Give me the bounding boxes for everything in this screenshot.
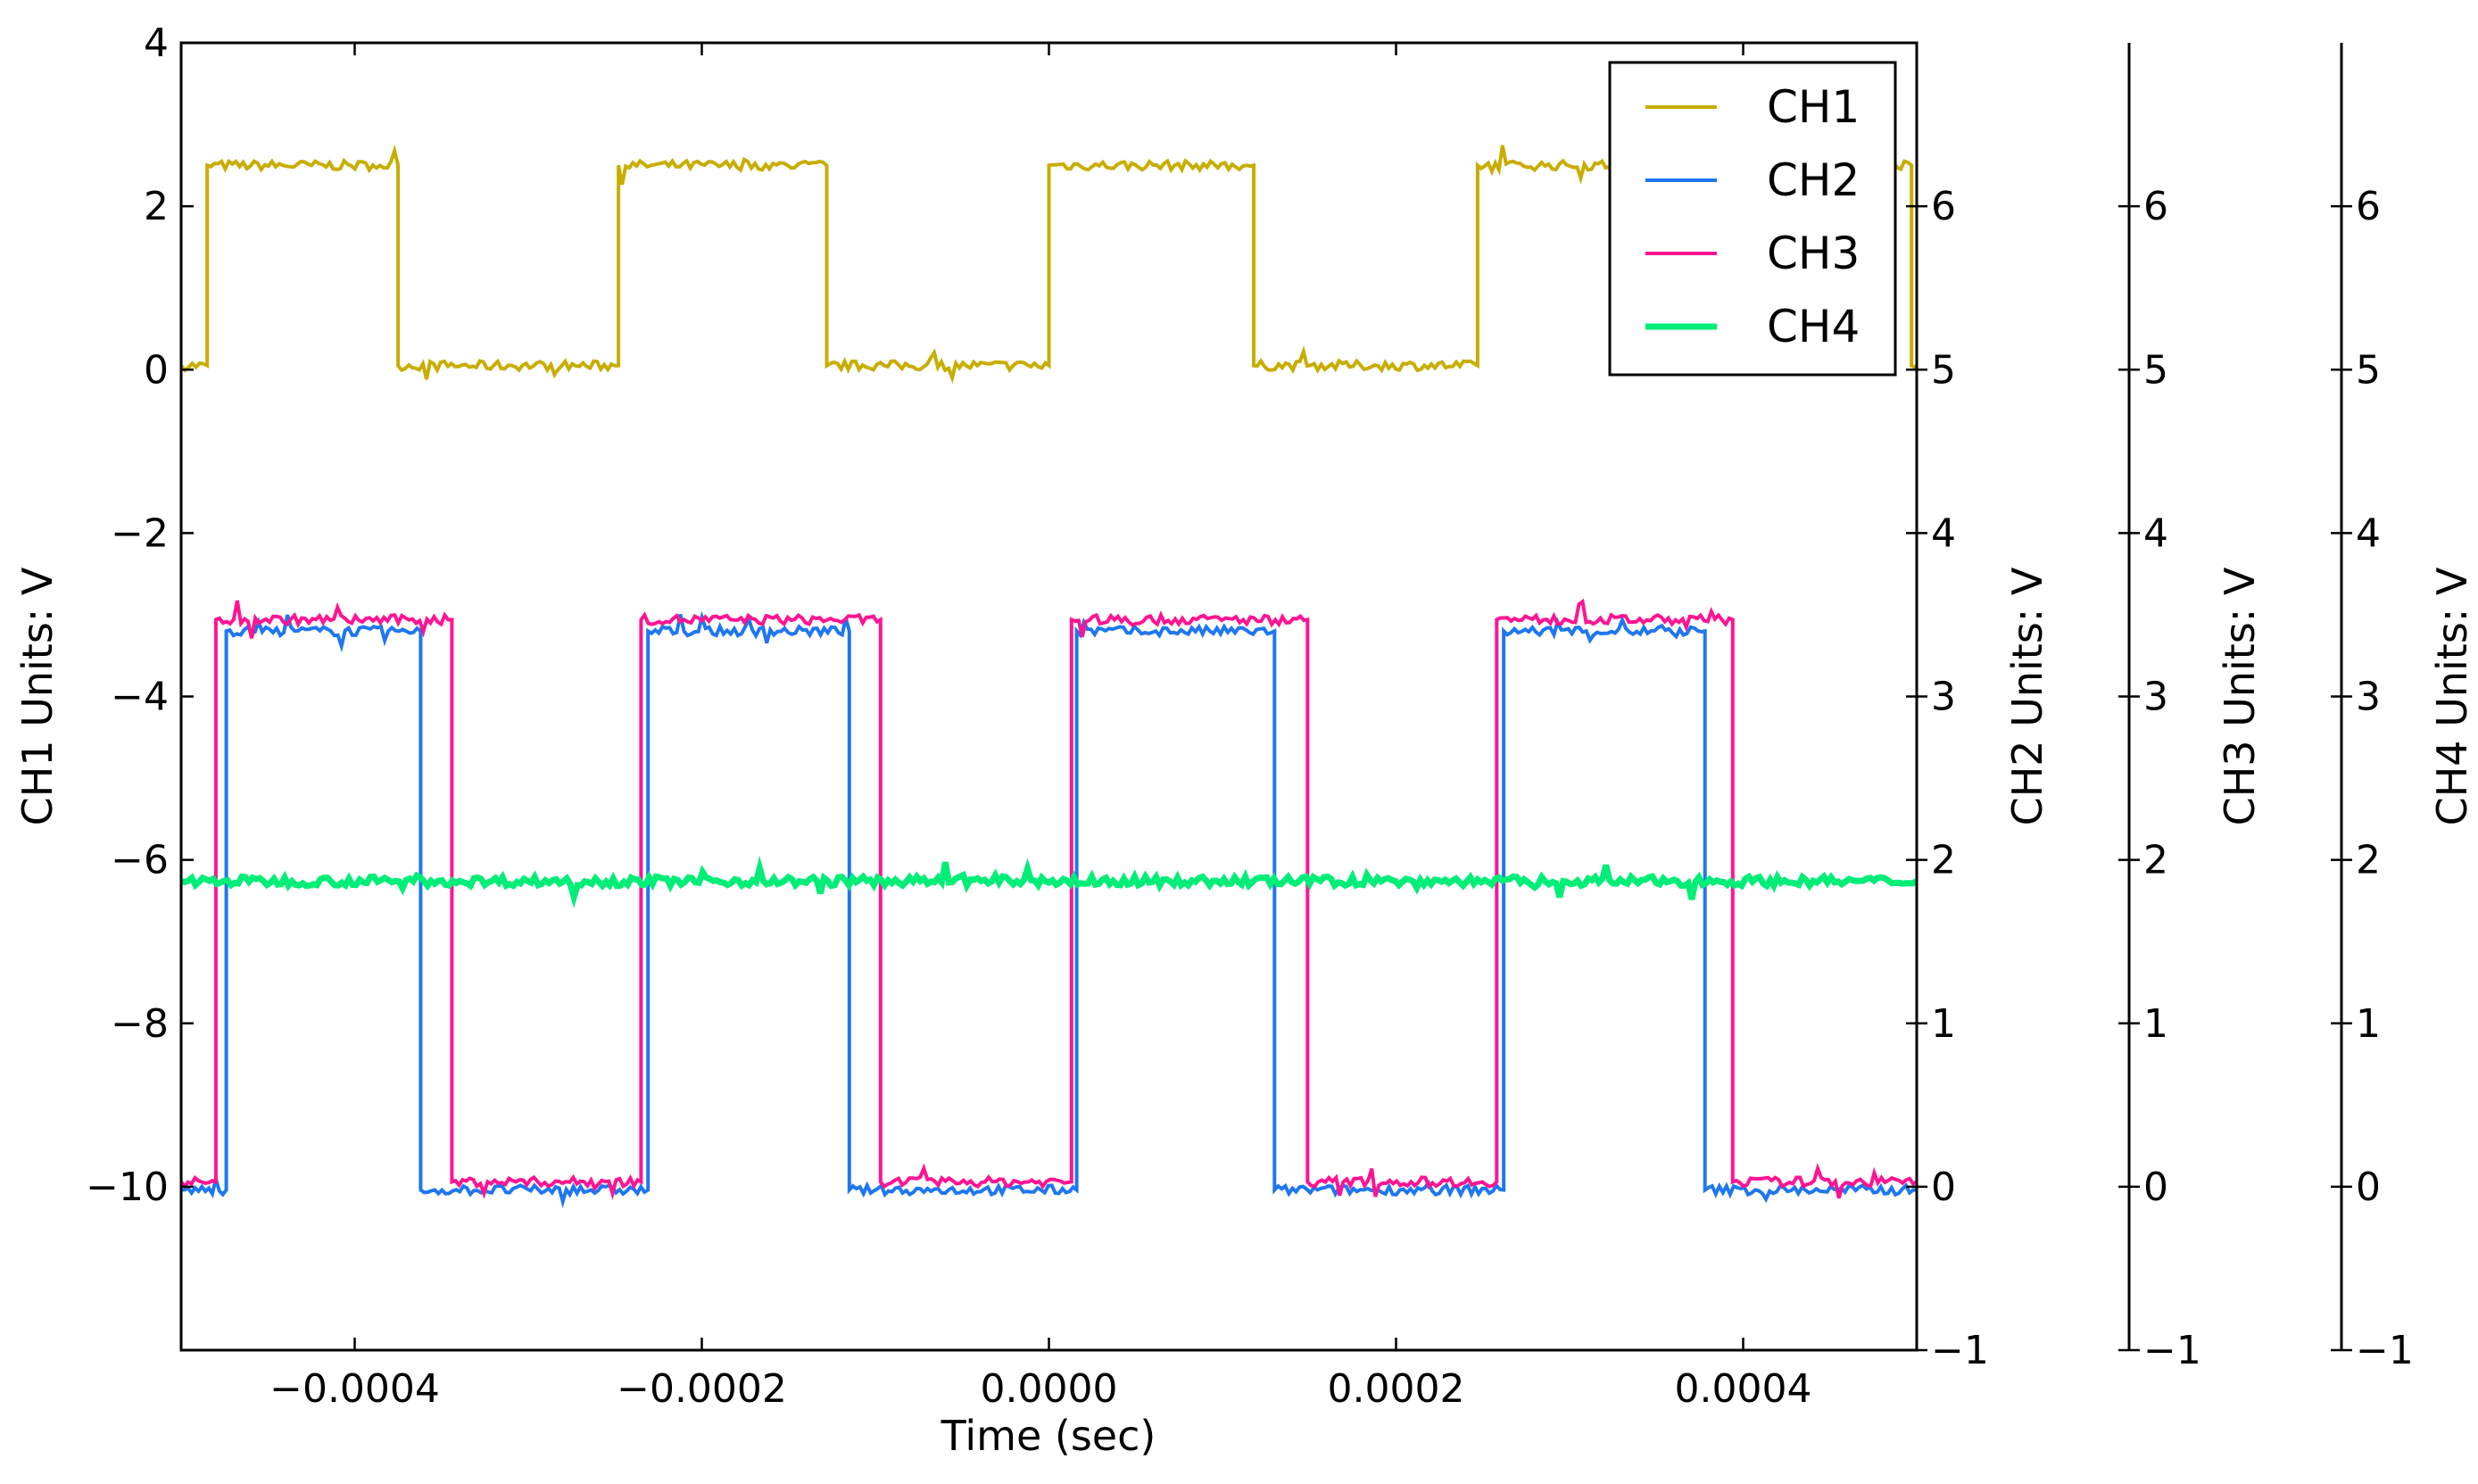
y-tick-label-ch2: 2 (1931, 838, 1956, 883)
series-line-ch2 (181, 610, 1917, 1208)
x-tick-label: 0.0002 (1328, 1366, 1465, 1412)
series-line-ch3 (181, 598, 1917, 1201)
y-tick-label-ch1: −4 (111, 675, 169, 720)
y-tick-label-ch1: −10 (86, 1165, 169, 1210)
y-tick-label-ch3: −1 (2143, 1328, 2201, 1373)
x-tick-label: 0.0004 (1675, 1366, 1812, 1412)
series-line-ch4 (181, 855, 1917, 908)
y-tick-label-ch4: 4 (2356, 510, 2381, 556)
y-tick-label-ch3: 5 (2143, 347, 2168, 393)
y-tick-label-ch3: 1 (2143, 1001, 2168, 1047)
y-tick-label-ch4: 5 (2356, 347, 2381, 393)
y-tick-label-ch3: 2 (2143, 838, 2168, 883)
y-tick-label-ch1: 4 (144, 21, 169, 66)
x-tick-label: −0.0004 (269, 1366, 440, 1412)
y-tick-label-ch4: 1 (2356, 1001, 2381, 1047)
y-tick-label-ch4: 0 (2356, 1165, 2381, 1210)
y-tick-label-ch2: 0 (1931, 1165, 1956, 1210)
x-tick-label: −0.0002 (617, 1366, 787, 1412)
y-axis-label-ch4: CH4 Units: V (2428, 567, 2476, 825)
y-tick-label-ch4: 6 (2356, 184, 2381, 229)
y-axis-label-ch3: CH3 Units: V (2216, 567, 2264, 825)
y-tick-label-ch2: 5 (1931, 347, 1956, 393)
legend-label-ch4: CH4 (1767, 301, 1860, 352)
y-tick-label-ch3: 0 (2143, 1165, 2168, 1210)
y-tick-label-ch2: 3 (1931, 675, 1956, 720)
legend-label-ch3: CH3 (1767, 228, 1860, 279)
legend-box (1608, 61, 1897, 377)
axes-layer: −0.0004 −0.0002 0.0000 0.0002 0.0004 4 2 0 −2 −4 −… (13, 21, 2476, 1412)
legend-label-ch1: CH1 (1767, 81, 1860, 133)
y-tick-label-ch1: −8 (111, 1001, 169, 1047)
y-axis-label-ch2: CH2 Units: V (2003, 567, 2051, 825)
y-tick-label-ch2: 1 (1931, 1001, 1956, 1047)
x-axis-label: Time (sec) (941, 1412, 1156, 1460)
y-tick-label-ch2: −1 (1931, 1328, 1989, 1373)
y-tick-label-ch3: 3 (2143, 675, 2168, 720)
y-tick-label-ch1: −2 (111, 510, 169, 556)
y-axis-label-ch1: CH1 Units: V (13, 567, 62, 825)
y-tick-label-ch1: 0 (144, 347, 169, 393)
y-tick-label-ch2: 4 (1931, 510, 1956, 556)
legend: CH1 CH2 CH3 CH4 (1608, 61, 1897, 377)
legend-label-ch2: CH2 (1767, 154, 1860, 206)
y-tick-label-ch3: 6 (2143, 184, 2168, 229)
y-tick-label-ch1: −6 (111, 838, 169, 883)
y-tick-label-ch4: 2 (2356, 838, 2381, 883)
y-tick-label-ch4: −1 (2356, 1328, 2414, 1373)
y-tick-label-ch1: 2 (144, 184, 169, 229)
x-tick-label: 0.0000 (981, 1366, 1118, 1412)
y-tick-label-ch4: 3 (2356, 675, 2381, 720)
y-tick-label-ch3: 4 (2143, 510, 2168, 556)
y-tick-label-ch2: 6 (1931, 184, 1956, 229)
